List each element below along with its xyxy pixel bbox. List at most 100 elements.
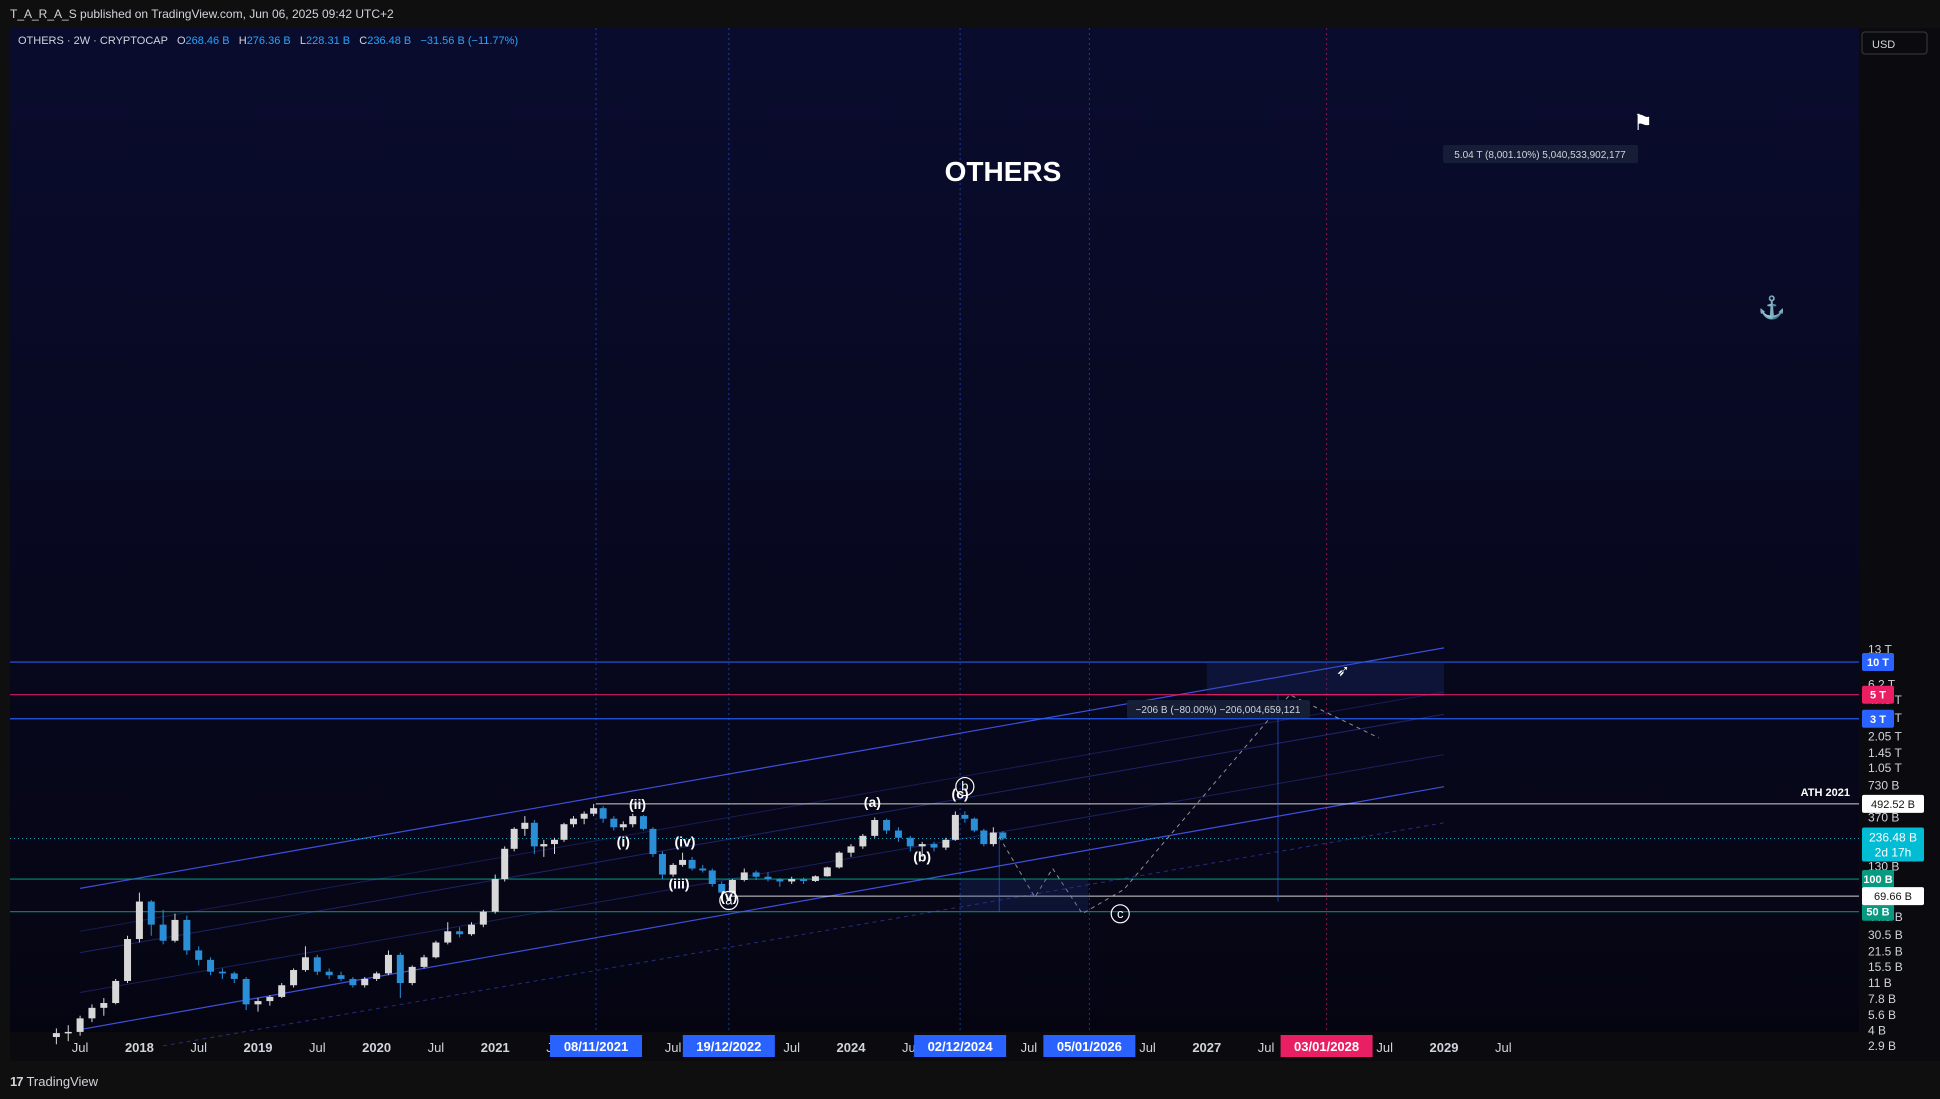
- y-tick-label: 11 B: [1868, 976, 1892, 990]
- candle-body: [669, 864, 677, 875]
- channel-line: [79, 647, 1445, 889]
- tradingview-mark-icon: 17: [10, 1074, 24, 1089]
- candle-body: [64, 1031, 72, 1034]
- candle-body: [764, 876, 772, 880]
- candle-body: [989, 832, 997, 845]
- ohlc-legend: OTHERS · 2W · CRYPTOCAP O268.46 B H276.3…: [18, 35, 518, 47]
- candle-body: [649, 828, 657, 855]
- horizontal-mark-tag: [1862, 887, 1924, 906]
- wave-label: a: [725, 893, 733, 908]
- candle-body: [501, 848, 509, 880]
- wave-label-circle: [955, 776, 975, 797]
- candle-body: [384, 954, 392, 974]
- date-marker-label: 19/12/2022: [696, 1039, 761, 1054]
- x-tick-label: 2024: [837, 1040, 867, 1055]
- correction-zone-box: [960, 879, 1089, 912]
- x-tick-label: Jul: [1376, 1040, 1393, 1055]
- wave-label: (iii): [669, 875, 690, 891]
- candle-body: [444, 931, 452, 943]
- candle-body: [479, 911, 487, 925]
- x-tick-label: Jul: [309, 1040, 326, 1055]
- date-marker-tag: [1280, 1035, 1373, 1057]
- candle-body: [112, 980, 120, 1004]
- channel-line: [79, 786, 1445, 1031]
- high-label: H: [238, 35, 247, 47]
- candle-body: [551, 839, 558, 845]
- date-marker-tag: [682, 1035, 775, 1057]
- y-tick-label: 1.05 T: [1868, 761, 1902, 775]
- low-label: L: [299, 35, 307, 47]
- candle-body: [396, 954, 404, 984]
- last-price-countdown: 2d 17h: [1875, 845, 1912, 859]
- candle-body: [580, 813, 588, 819]
- candle-body: [290, 970, 298, 986]
- measure-label-correction: −206 B (−80.00%) −206,004,659,121: [1136, 705, 1301, 716]
- x-tick-label: Jul: [1139, 1040, 1156, 1055]
- candle-body: [859, 835, 867, 847]
- candle-body: [301, 957, 309, 971]
- price-level-tag: [1862, 870, 1894, 889]
- price-level-tag: [1862, 685, 1894, 704]
- currency-box: [1861, 31, 1928, 55]
- y-tick-label: 2.05 T: [1868, 730, 1902, 744]
- low-value: 228.31 B: [306, 35, 351, 47]
- price-level-tag-label: 5 T: [1870, 690, 1886, 702]
- target-zone-box: [1206, 662, 1444, 695]
- date-marker-label: 05/01/2026: [1057, 1039, 1122, 1054]
- chart-title: OTHERS: [945, 156, 1062, 187]
- candle-body: [871, 820, 879, 836]
- channel-line: [80, 754, 1445, 993]
- candle-body: [699, 868, 707, 871]
- candle-body: [467, 924, 475, 935]
- date-marker-tag: [1043, 1035, 1136, 1057]
- candle-body: [218, 971, 226, 974]
- high-value: 276.36 B: [246, 35, 291, 47]
- tradingview-logo[interactable]: 17 TradingView: [10, 1074, 98, 1089]
- candle-body: [254, 1001, 262, 1005]
- wave-label: (ii): [629, 796, 646, 812]
- candle-body: [491, 879, 499, 912]
- anchor-icon: ⚓: [1758, 295, 1785, 320]
- price-level-tag: [1862, 653, 1894, 672]
- candle-body: [540, 844, 548, 847]
- wave-label: (a): [864, 794, 881, 810]
- candle-body: [521, 822, 529, 829]
- y-tick-label: 730 B: [1868, 778, 1899, 792]
- candle-body: [619, 824, 627, 828]
- footer-bar: [0, 1061, 1940, 1099]
- change-value: −31.56 B (−11.77%): [420, 35, 519, 47]
- candle-body: [100, 1003, 108, 1008]
- candle-body: [728, 879, 736, 893]
- x-tick-label: Jul: [1021, 1040, 1038, 1055]
- x-tick-label: 2027: [1192, 1040, 1221, 1055]
- x-tick-label: 2020: [362, 1040, 391, 1055]
- symbol-info[interactable]: OTHERS · 2W · CRYPTOCAP: [18, 35, 168, 47]
- price-level-tag: [1862, 902, 1894, 921]
- price-level-tag-label: 3 T: [1870, 714, 1886, 726]
- candle-body: [823, 867, 831, 877]
- candle-body: [894, 830, 902, 838]
- date-marker-tag: [550, 1035, 643, 1057]
- candle-body: [337, 975, 345, 979]
- candle-body: [171, 919, 179, 941]
- wave-label: (i): [617, 833, 630, 849]
- y-tick-label: 30.5 B: [1868, 928, 1903, 942]
- candle-body: [752, 872, 760, 877]
- candle-body: [847, 846, 855, 853]
- candle-body: [52, 1033, 60, 1038]
- candle-body: [639, 816, 647, 829]
- measure-label-bg: [1443, 145, 1638, 163]
- price-level-tag: [1862, 709, 1894, 728]
- x-tick-label: Jul: [1258, 1040, 1275, 1055]
- tradingview-brand: TradingView: [26, 1074, 99, 1089]
- candle-body: [230, 973, 238, 979]
- candle-body: [361, 978, 369, 986]
- wave-label-circle: [1110, 904, 1130, 924]
- date-marker-tag: [914, 1035, 1007, 1057]
- horizontal-mark-tag-label: 492.52 B: [1871, 799, 1915, 811]
- measure-label-target: 5.04 T (8,001.10%) 5,040,533,902,177: [1454, 150, 1626, 161]
- candle-body: [207, 959, 215, 972]
- candle-body: [76, 1018, 84, 1032]
- currency-label: USD: [1872, 39, 1895, 51]
